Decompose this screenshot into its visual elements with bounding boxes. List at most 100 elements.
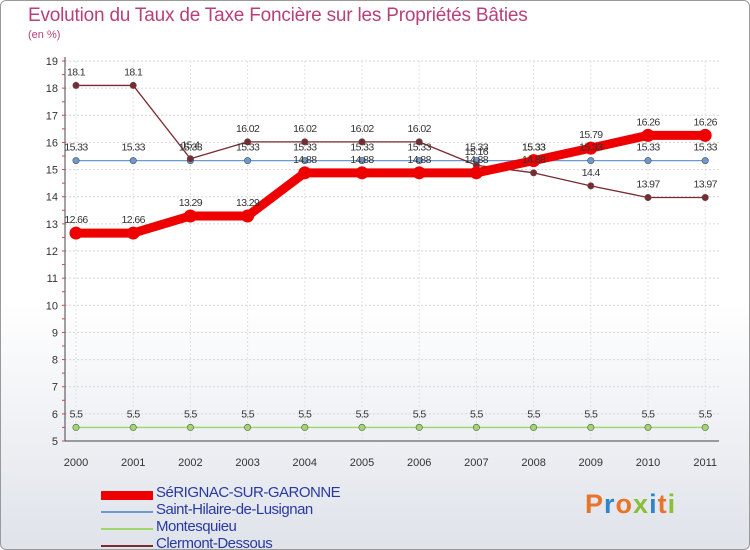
data-label: 13.29 <box>179 197 203 209</box>
y-tick-label: 19 <box>46 56 58 68</box>
x-tick-label: 2009 <box>579 457 603 469</box>
data-point <box>469 166 483 180</box>
x-tick-label: 2001 <box>121 457 145 469</box>
x-tick-label: 2000 <box>64 457 88 469</box>
data-point <box>358 423 366 431</box>
legend-label: Clermont-Dessous <box>156 535 273 550</box>
x-tick-label: 2003 <box>235 457 259 469</box>
data-point <box>527 154 541 168</box>
brand-letter: P <box>585 489 605 519</box>
data-label: 14.88 <box>293 154 317 166</box>
legend-swatch <box>101 545 153 547</box>
data-point <box>301 423 309 431</box>
x-tick-label: 2005 <box>350 457 374 469</box>
data-label: 16.02 <box>350 123 374 135</box>
data-label: 15.33 <box>694 142 718 154</box>
data-label: 5.5 <box>127 408 141 420</box>
data-label: 13.29 <box>236 197 260 209</box>
data-label: 15.33 <box>350 142 374 154</box>
data-label: 15.33 <box>236 142 260 154</box>
data-point <box>244 157 252 165</box>
data-point <box>415 423 423 431</box>
data-label: 5.5 <box>642 408 656 420</box>
data-point <box>301 157 309 165</box>
data-point <box>701 194 709 202</box>
y-tick-label: 11 <box>47 273 58 285</box>
data-label: 5.5 <box>470 408 484 420</box>
data-point <box>301 138 309 146</box>
data-label: 14.4 <box>582 167 601 179</box>
data-label: 16.02 <box>293 123 317 135</box>
data-label: 15.33 <box>522 142 546 154</box>
data-point <box>355 166 369 180</box>
data-label: 5.5 <box>527 408 541 420</box>
brand-letter: x <box>633 489 650 519</box>
x-tick-label: 2007 <box>464 457 488 469</box>
y-tick-label: 9 <box>52 327 58 339</box>
data-point <box>530 169 538 177</box>
data-point <box>415 157 423 165</box>
brand-letter: o <box>615 489 634 519</box>
data-label: 5.5 <box>70 408 84 420</box>
y-tick-label: 15 <box>46 165 58 177</box>
data-point <box>72 81 80 89</box>
data-label: 15.33 <box>522 142 546 154</box>
y-tick-label: 16 <box>46 137 58 149</box>
series-line-0 <box>71 130 710 238</box>
data-label: 16.26 <box>694 116 718 128</box>
data-label: 15.4 <box>181 140 200 152</box>
data-label: 16.02 <box>408 123 432 135</box>
data-label: 15.33 <box>579 142 603 154</box>
y-tick-label: 8 <box>52 355 58 367</box>
y-tick-label: 13 <box>46 219 58 231</box>
data-point <box>186 423 194 431</box>
legend-swatch <box>101 511 153 513</box>
data-point <box>587 157 595 165</box>
y-tick-label: 17 <box>46 110 58 122</box>
data-label: 5.5 <box>584 408 598 420</box>
data-label: 15.33 <box>64 142 88 154</box>
brand-letter: i <box>649 489 658 519</box>
data-point <box>129 423 137 431</box>
data-point <box>72 423 80 431</box>
data-point <box>244 138 252 146</box>
data-label: 15.33 <box>179 142 203 154</box>
data-point <box>587 182 595 190</box>
data-point <box>183 209 197 223</box>
data-label: 15.16 <box>465 146 489 158</box>
x-tick-label: 2010 <box>636 457 660 469</box>
data-label: 18.1 <box>124 66 143 78</box>
data-point <box>241 209 255 223</box>
legend-label: SéRIGNAC-SUR-GARONNE <box>156 484 341 501</box>
data-point <box>69 226 83 240</box>
data-label: 5.5 <box>241 408 255 420</box>
data-point <box>641 128 655 142</box>
data-point <box>415 138 423 146</box>
data-point <box>126 226 140 240</box>
data-label: 5.5 <box>413 408 427 420</box>
y-tick-label: 12 <box>46 246 58 258</box>
data-point <box>701 423 709 431</box>
x-tick-label: 2006 <box>407 457 431 469</box>
data-label: 14.88 <box>465 154 489 166</box>
data-label: 12.66 <box>64 214 88 226</box>
data-point <box>129 81 137 89</box>
x-tick-label: 2004 <box>293 457 317 469</box>
data-label: 15.33 <box>636 142 660 154</box>
data-point <box>358 138 366 146</box>
data-label: 5.5 <box>356 408 370 420</box>
legend-label: Saint-Hilaire-de-Lusignan <box>156 501 313 518</box>
data-label: 15.33 <box>293 142 317 154</box>
data-point <box>644 194 652 202</box>
data-point <box>358 157 366 165</box>
data-point <box>72 157 80 165</box>
y-tick-label: 5 <box>52 436 58 448</box>
chart-title: Evolution du Taux de Taxe Foncière sur l… <box>28 5 528 26</box>
data-label: 12.66 <box>122 214 146 226</box>
data-label: 5.5 <box>298 408 312 420</box>
data-label: 15.33 <box>408 142 432 154</box>
data-point <box>587 423 595 431</box>
y-tick-label: 10 <box>46 300 58 312</box>
data-label: 15.33 <box>122 142 146 154</box>
